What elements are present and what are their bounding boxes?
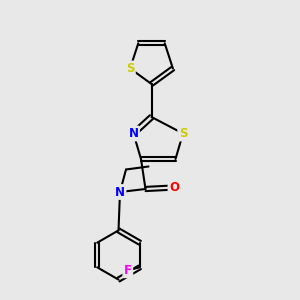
Text: N: N [115, 185, 125, 199]
Text: S: S [179, 127, 187, 140]
Text: S: S [126, 62, 134, 75]
Text: N: N [128, 127, 139, 140]
Text: O: O [169, 181, 179, 194]
Text: F: F [124, 264, 132, 277]
